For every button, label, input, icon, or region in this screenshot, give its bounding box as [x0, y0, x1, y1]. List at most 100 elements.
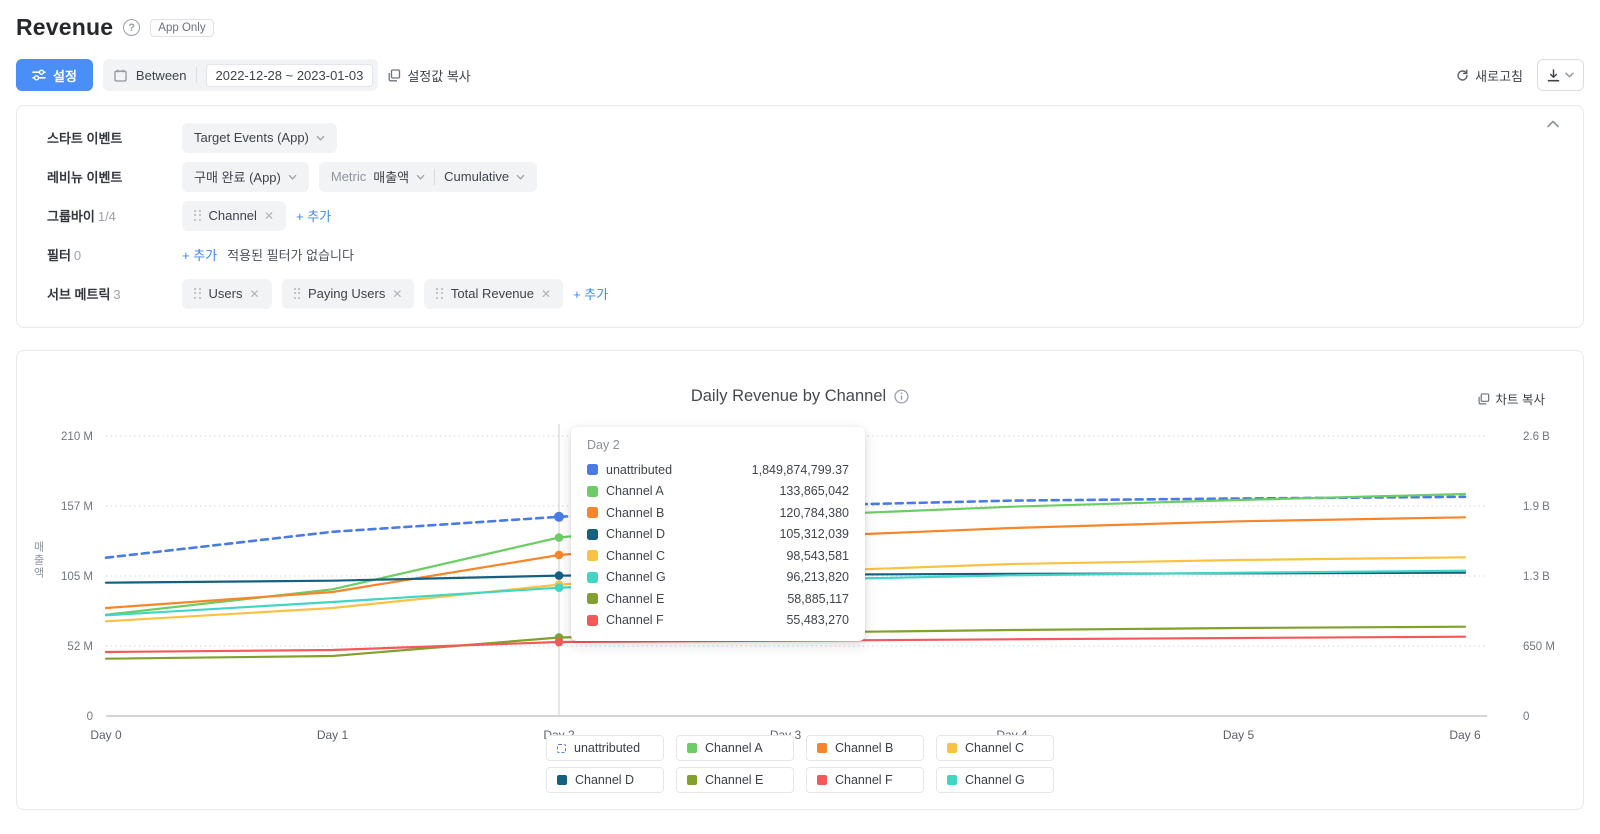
cumulative-value: Cumulative — [444, 169, 510, 184]
copy-settings-label: 설정값 복사 — [407, 68, 471, 84]
remove-icon[interactable]: ✕ — [392, 286, 403, 301]
left-axis-tick: 52 M — [67, 641, 93, 653]
remove-icon[interactable]: ✕ — [249, 286, 260, 301]
tooltip-row: Channel F 55,483,270 — [587, 610, 849, 632]
legend-item-channel-a[interactable]: Channel A — [676, 735, 794, 761]
metric-label: Metric — [330, 169, 367, 184]
legend-swatch — [687, 775, 697, 785]
legend-item-channel-g[interactable]: Channel G — [936, 767, 1054, 793]
legend-swatch — [947, 775, 957, 785]
legend-swatch — [817, 775, 827, 785]
sub-metric-chip-label: Total Revenue — [450, 286, 535, 301]
right-axis-tick: 1.9 B — [1523, 501, 1550, 513]
tooltip-swatch — [587, 571, 598, 583]
drag-handle-icon[interactable] — [293, 287, 302, 300]
right-axis-tick: 650 M — [1523, 641, 1555, 653]
tooltip-series-value: 96,213,820 — [786, 570, 849, 585]
filter-row: 필터 0 + 추가 적용된 필터가 없습니다 — [47, 235, 1553, 274]
tooltip-swatch — [587, 528, 598, 540]
toolbar-right: 새로고침 — [1456, 59, 1584, 91]
tooltip-series-value: 98,543,581 — [786, 548, 849, 563]
tooltip-row: Channel D 105,312,039 — [587, 524, 849, 546]
legend-item-channel-d[interactable]: Channel D — [546, 767, 664, 793]
tooltip-series-name: Channel D — [606, 527, 666, 542]
refresh-icon — [1456, 69, 1469, 82]
legend-item-channel-e[interactable]: Channel E — [676, 767, 794, 793]
sub-metric-chip-total-revenue[interactable]: Total Revenue ✕ — [424, 278, 564, 309]
legend-label: Channel A — [705, 741, 763, 755]
start-event-select[interactable]: Target Events (App) — [182, 122, 337, 153]
highlight-dot-channel-d — [554, 571, 564, 580]
group-by-count: 1/4 — [97, 209, 116, 224]
legend-item-channel-b[interactable]: Channel B — [806, 735, 924, 761]
collapse-panel-icon[interactable] — [1547, 120, 1559, 128]
tooltip-series-value: 105,312,039 — [779, 527, 849, 542]
tooltip-swatch — [587, 550, 598, 562]
toolbar-left: 설정 Between 2022-12-28 ~ 2023-01-03 설정값 복… — [16, 59, 1456, 91]
tooltip-series-name: Channel E — [606, 591, 665, 606]
legend-swatch — [947, 743, 957, 753]
info-icon[interactable] — [894, 389, 909, 404]
settings-button-label: 설정 — [53, 68, 77, 84]
highlight-dot-channel-f — [554, 637, 564, 647]
legend-item-unattributed[interactable]: unattributed — [546, 735, 664, 761]
sliders-icon — [32, 69, 46, 81]
add-sub-metric-button[interactable]: + 추가 — [573, 284, 608, 303]
copy-settings-button[interactable]: 설정값 복사 — [388, 66, 471, 85]
revenue-event-value: 구매 완료 (App) — [194, 170, 281, 185]
date-range-value: 2022-12-28 ~ 2023-01-03 — [205, 63, 374, 87]
date-range-picker[interactable]: Between 2022-12-28 ~ 2023-01-03 — [102, 59, 379, 91]
sub-metrics-label: 서브 메트릭 3 — [47, 287, 121, 302]
legend-row: unattributed Channel A Channel B Channel C — [546, 735, 1054, 761]
sub-metric-chip-paying-users[interactable]: Paying Users ✕ — [281, 278, 415, 309]
add-group-by-button[interactable]: + 추가 — [296, 206, 331, 225]
drag-handle-icon[interactable] — [194, 287, 202, 300]
help-icon[interactable]: ? — [123, 19, 141, 36]
legend-label: unattributed — [574, 741, 641, 755]
legend-item-channel-c[interactable]: Channel C — [936, 735, 1054, 761]
settings-button[interactable]: 설정 — [16, 59, 93, 91]
tooltip-series-value: 1,849,874,799.37 — [751, 462, 849, 477]
revenue-event-select[interactable]: 구매 완료 (App) — [182, 161, 309, 192]
copy-chart-button[interactable]: 차트 복사 — [1478, 389, 1545, 408]
group-by-label: 그룹바이 1/4 — [47, 209, 116, 224]
start-event-row: 스타트 이벤트 Target Events (App) — [47, 118, 1553, 157]
tooltip-swatch — [587, 507, 598, 519]
revenue-event-label: 레비뉴 이벤트 — [47, 170, 123, 185]
chevron-down-icon — [288, 174, 297, 180]
left-axis-tick: 210 M — [61, 431, 93, 443]
sub-metric-chip-users[interactable]: Users ✕ — [182, 278, 272, 309]
tooltip-swatch — [587, 614, 598, 626]
revenue-event-row: 레비뉴 이벤트 구매 완료 (App) Metric 매출액 Cumulativ… — [47, 157, 1553, 196]
tooltip-swatch — [587, 485, 598, 497]
legend-label: Channel B — [835, 741, 894, 755]
left-axis-tick: 105 M — [61, 571, 93, 583]
drag-handle-icon[interactable] — [436, 287, 444, 300]
sub-metrics-count: 3 — [113, 287, 121, 302]
download-button[interactable] — [1537, 59, 1584, 91]
legend-item-channel-f[interactable]: Channel F — [806, 767, 924, 793]
x-axis-tick: Day 6 — [1449, 728, 1481, 742]
metric-select[interactable]: Metric 매출액 Cumulative — [318, 161, 538, 192]
tooltip-series-name: Channel C — [606, 548, 666, 563]
calendar-icon — [114, 69, 127, 82]
date-mode-label: Between — [135, 67, 187, 83]
refresh-button[interactable]: 새로고침 — [1456, 66, 1523, 85]
chart-card: 210 M 2.6 B 157 M 1.9 B 105 M 1.3 B 52 M 650 M 0… — [16, 350, 1584, 810]
tooltip-row: Channel B 120,784,380 — [587, 502, 849, 524]
drag-handle-icon[interactable] — [194, 209, 202, 222]
chart-tooltip-rows: unattributed 1,849,874,799.37 Channel A 133… — [587, 459, 849, 631]
tooltip-series-name: Channel A — [606, 484, 664, 499]
right-axis-tick: 0 — [1523, 711, 1529, 723]
group-by-chip-channel[interactable]: Channel ✕ — [182, 200, 286, 231]
page-title: Revenue — [16, 14, 114, 40]
remove-icon[interactable]: ✕ — [263, 208, 274, 223]
tooltip-series-name: Channel G — [606, 570, 666, 585]
tooltip-title: Day 2 — [587, 438, 620, 452]
add-filter-button[interactable]: + 추가 — [182, 245, 217, 264]
tooltip-series-name: Channel F — [606, 613, 664, 628]
legend-label: Channel D — [575, 773, 635, 787]
legend-swatch — [687, 743, 697, 753]
remove-icon[interactable]: ✕ — [541, 286, 552, 301]
divider — [434, 168, 436, 185]
